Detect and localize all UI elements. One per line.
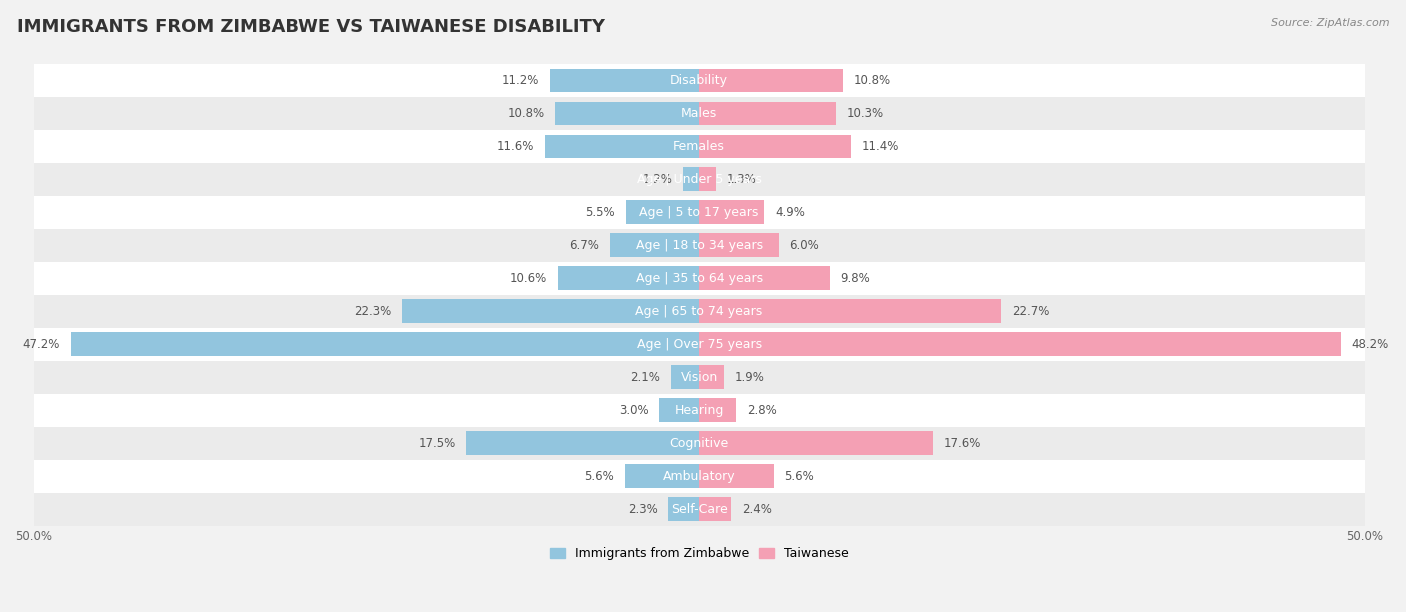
Text: 11.6%: 11.6% bbox=[496, 140, 534, 153]
Bar bbox=[699, 233, 779, 257]
Text: 22.7%: 22.7% bbox=[1012, 305, 1049, 318]
Bar bbox=[699, 135, 851, 159]
Bar bbox=[402, 299, 699, 323]
Text: 2.4%: 2.4% bbox=[742, 502, 772, 515]
Text: Age | Under 5 years: Age | Under 5 years bbox=[637, 173, 762, 186]
Text: 6.7%: 6.7% bbox=[569, 239, 599, 252]
Text: 11.4%: 11.4% bbox=[862, 140, 898, 153]
Text: 6.0%: 6.0% bbox=[790, 239, 820, 252]
Bar bbox=[34, 327, 1365, 360]
Text: 17.6%: 17.6% bbox=[943, 436, 981, 450]
Bar bbox=[558, 266, 699, 290]
Text: 2.3%: 2.3% bbox=[628, 502, 658, 515]
Text: 22.3%: 22.3% bbox=[354, 305, 392, 318]
Bar bbox=[699, 365, 724, 389]
Bar bbox=[34, 394, 1365, 427]
Bar bbox=[610, 233, 699, 257]
Bar bbox=[699, 69, 842, 92]
Text: Males: Males bbox=[681, 107, 717, 120]
Text: 48.2%: 48.2% bbox=[1351, 338, 1389, 351]
Bar bbox=[699, 201, 765, 224]
Bar bbox=[624, 465, 699, 488]
Bar bbox=[699, 266, 830, 290]
Bar bbox=[34, 360, 1365, 394]
Text: Ambulatory: Ambulatory bbox=[662, 469, 735, 483]
Text: Vision: Vision bbox=[681, 371, 717, 384]
Text: 10.8%: 10.8% bbox=[508, 107, 544, 120]
Text: 17.5%: 17.5% bbox=[418, 436, 456, 450]
Bar bbox=[550, 69, 699, 92]
Bar bbox=[70, 332, 699, 356]
Text: 5.6%: 5.6% bbox=[785, 469, 814, 483]
Bar bbox=[34, 460, 1365, 493]
Text: Age | 18 to 34 years: Age | 18 to 34 years bbox=[636, 239, 762, 252]
Bar bbox=[34, 163, 1365, 196]
Bar bbox=[659, 398, 699, 422]
Text: 1.2%: 1.2% bbox=[643, 173, 672, 186]
Text: IMMIGRANTS FROM ZIMBABWE VS TAIWANESE DISABILITY: IMMIGRANTS FROM ZIMBABWE VS TAIWANESE DI… bbox=[17, 18, 605, 36]
Bar bbox=[699, 398, 737, 422]
Bar bbox=[668, 497, 699, 521]
Text: Self-Care: Self-Care bbox=[671, 502, 727, 515]
Text: 11.2%: 11.2% bbox=[502, 74, 540, 87]
Bar bbox=[683, 168, 699, 191]
Text: Age | 5 to 17 years: Age | 5 to 17 years bbox=[640, 206, 759, 219]
Bar bbox=[699, 299, 1001, 323]
Bar bbox=[34, 493, 1365, 526]
Text: 3.0%: 3.0% bbox=[619, 404, 648, 417]
Bar bbox=[34, 97, 1365, 130]
Text: 47.2%: 47.2% bbox=[22, 338, 60, 351]
Text: 2.8%: 2.8% bbox=[747, 404, 776, 417]
Bar bbox=[34, 262, 1365, 295]
Bar bbox=[699, 332, 1341, 356]
Text: Hearing: Hearing bbox=[675, 404, 724, 417]
Bar bbox=[699, 102, 837, 125]
Bar bbox=[671, 365, 699, 389]
Text: 5.6%: 5.6% bbox=[583, 469, 614, 483]
Text: Age | Over 75 years: Age | Over 75 years bbox=[637, 338, 762, 351]
Bar bbox=[555, 102, 699, 125]
Text: 10.6%: 10.6% bbox=[510, 272, 547, 285]
Bar bbox=[467, 431, 699, 455]
Text: 9.8%: 9.8% bbox=[841, 272, 870, 285]
Bar bbox=[626, 201, 699, 224]
Bar bbox=[34, 64, 1365, 97]
Text: 1.3%: 1.3% bbox=[727, 173, 756, 186]
Text: Cognitive: Cognitive bbox=[669, 436, 728, 450]
Text: 5.5%: 5.5% bbox=[585, 206, 616, 219]
Text: 10.3%: 10.3% bbox=[846, 107, 884, 120]
Bar bbox=[699, 431, 934, 455]
Text: 1.9%: 1.9% bbox=[735, 371, 765, 384]
Text: Disability: Disability bbox=[671, 74, 728, 87]
Legend: Immigrants from Zimbabwe, Taiwanese: Immigrants from Zimbabwe, Taiwanese bbox=[544, 542, 853, 565]
Bar bbox=[34, 196, 1365, 229]
Text: Source: ZipAtlas.com: Source: ZipAtlas.com bbox=[1271, 18, 1389, 28]
Bar bbox=[699, 497, 731, 521]
Text: Age | 35 to 64 years: Age | 35 to 64 years bbox=[636, 272, 762, 285]
Text: Females: Females bbox=[673, 140, 725, 153]
Bar bbox=[34, 295, 1365, 327]
Text: 2.1%: 2.1% bbox=[631, 371, 661, 384]
Text: 4.9%: 4.9% bbox=[775, 206, 804, 219]
Bar bbox=[34, 130, 1365, 163]
Bar bbox=[544, 135, 699, 159]
Text: 10.8%: 10.8% bbox=[853, 74, 890, 87]
Text: Age | 65 to 74 years: Age | 65 to 74 years bbox=[636, 305, 762, 318]
Bar bbox=[34, 427, 1365, 460]
Bar bbox=[699, 168, 717, 191]
Bar bbox=[34, 229, 1365, 262]
Bar bbox=[699, 465, 773, 488]
